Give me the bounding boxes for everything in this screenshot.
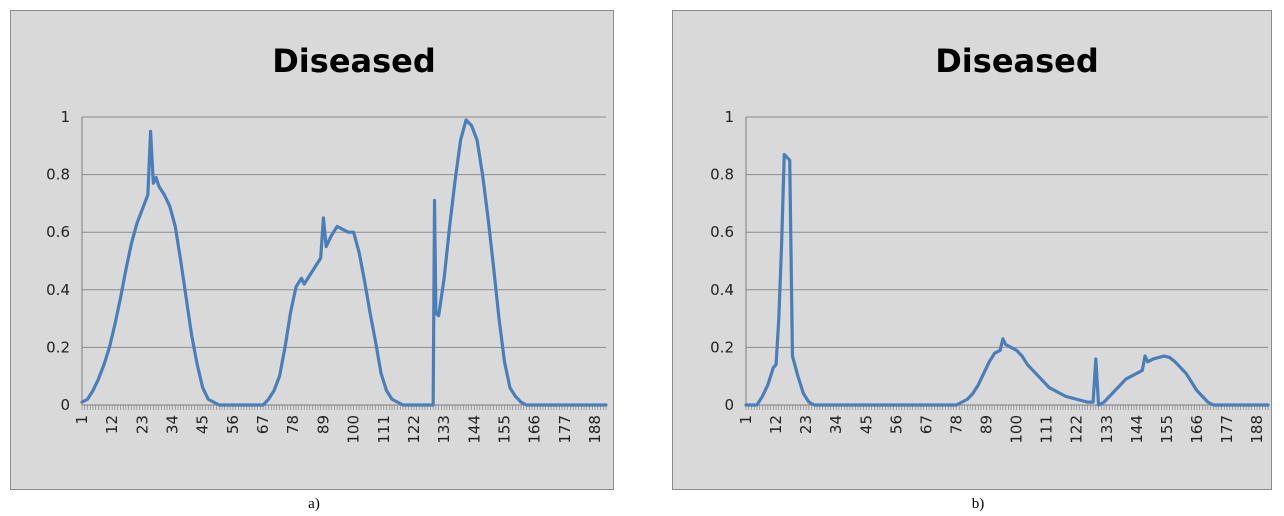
y-tick-label: 0 — [60, 396, 70, 414]
x-tick-label: 67 — [254, 415, 272, 434]
x-tick-label: 23 — [133, 415, 151, 434]
line-chart-a: Diseased 0 0.2 0.4 0.6 0.8 1 1 12 23 34 45 56 67 78 89 1… — [46, 42, 608, 444]
x-tick-label: 144 — [465, 415, 483, 444]
chart-frame — [10, 10, 614, 490]
x-tick-label: 1 — [73, 415, 91, 425]
x-tick-label: 166 — [1188, 415, 1206, 444]
y-tick-label: 0.6 — [710, 223, 734, 241]
y-tick-label: 0.6 — [46, 223, 70, 241]
x-tick-marks — [745, 405, 1269, 410]
x-tick-label: 188 — [1248, 415, 1266, 444]
x-tick-label: 78 — [284, 415, 302, 434]
series-line — [744, 152, 1270, 407]
x-tick-label: 122 — [1068, 415, 1086, 444]
x-tick-label: 133 — [435, 415, 453, 444]
x-tick-label: 133 — [1098, 415, 1116, 444]
y-tick-label: 0.4 — [46, 281, 70, 299]
x-tick-label: 12 — [103, 415, 121, 434]
y-tick-label: 0.8 — [710, 166, 734, 184]
chart-frame — [672, 10, 1272, 490]
chart-panel-b: Diseased 0 0.2 0.4 0.6 0.8 1 1 12 23 34 45 56 67 78 89 1… — [656, 0, 1284, 496]
x-tick-label: 56 — [887, 415, 905, 434]
x-tick-label: 144 — [1128, 415, 1146, 444]
chart-title: Diseased — [935, 42, 1099, 80]
chart-title: Diseased — [272, 42, 436, 80]
x-tick-label: 188 — [586, 415, 604, 444]
x-tick-label: 12 — [767, 415, 785, 434]
x-tick-marks — [81, 405, 607, 410]
caption-a: a) — [308, 496, 320, 512]
chart-panel-a: Diseased 0 0.2 0.4 0.6 0.8 1 1 12 23 34 45 56 67 78 89 1… — [0, 0, 628, 496]
x-tick-label: 89 — [314, 415, 332, 434]
x-tick-label: 67 — [917, 415, 935, 434]
x-tick-label: 34 — [827, 415, 845, 434]
y-tick-label: 0.8 — [46, 166, 70, 184]
x-tick-label: 177 — [1218, 415, 1236, 444]
y-tick-label: 0 — [724, 396, 734, 414]
x-tick-label: 34 — [164, 415, 182, 434]
x-tick-label: 23 — [797, 415, 815, 434]
caption-b: b) — [971, 496, 985, 512]
x-tick-label: 100 — [1008, 415, 1026, 444]
x-tick-label: 111 — [1038, 415, 1056, 444]
line-chart-b: Diseased 0 0.2 0.4 0.6 0.8 1 1 12 23 34 45 56 67 78 89 1… — [710, 42, 1270, 444]
x-tick-label: 45 — [857, 415, 875, 434]
y-tick-label: 1 — [60, 108, 70, 126]
y-tick-label: 0.2 — [710, 338, 734, 356]
x-tick-label: 155 — [495, 415, 513, 444]
x-tick-label: 122 — [405, 415, 423, 444]
series-line — [80, 118, 608, 407]
y-tick-label: 0.2 — [46, 338, 70, 356]
x-tick-label: 155 — [1158, 415, 1176, 444]
x-tick-label: 89 — [978, 415, 996, 434]
x-tick-label: 78 — [947, 415, 965, 434]
x-tick-label: 56 — [224, 415, 242, 434]
x-tick-label: 111 — [375, 415, 393, 444]
x-tick-label: 177 — [556, 415, 574, 444]
x-tick-label: 100 — [345, 415, 363, 444]
y-tick-label: 0.4 — [710, 281, 734, 299]
x-tick-label: 166 — [526, 415, 544, 444]
x-tick-label: 1 — [737, 415, 755, 425]
y-tick-label: 1 — [724, 108, 734, 126]
x-tick-label: 45 — [194, 415, 212, 434]
